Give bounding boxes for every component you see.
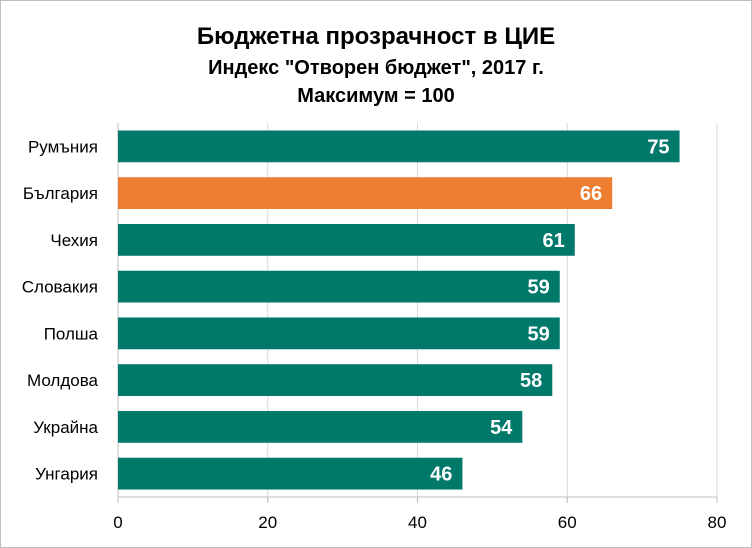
x-tick-label: 80 [708, 513, 727, 532]
category-label: Полша [44, 324, 99, 343]
category-label: Молдова [27, 371, 99, 390]
x-tick-label: 60 [558, 513, 577, 532]
bar-value-label: 59 [528, 277, 550, 299]
bar-value-label: 54 [490, 417, 513, 439]
x-tick-label: 40 [408, 513, 427, 532]
chart-subtitle: Индекс "Отворен бюджет", 2017 г. [208, 57, 544, 79]
chart-title: Бюджетна прозрачност в ЦИЕ [196, 23, 556, 50]
category-label: Словакия [22, 278, 98, 297]
bar-8 [118, 457, 463, 490]
x-tick-label: 0 [113, 513, 122, 532]
category-label: Унгария [35, 465, 98, 484]
bar-value-label: 66 [580, 183, 602, 205]
category-label: Чехия [50, 231, 98, 250]
bar-7 [118, 410, 523, 443]
bar-6 [118, 364, 553, 397]
bar-value-label: 59 [528, 323, 550, 345]
bar-1 [118, 130, 680, 163]
category-label: България [23, 184, 98, 203]
chart-title-block: Бюджетна прозрачност в ЦИЕ Индекс "Отвор… [0, 22, 752, 110]
bar-2 [118, 177, 613, 210]
bar-value-label: 61 [542, 230, 564, 252]
bar-4 [118, 270, 560, 303]
bar-value-label: 75 [647, 136, 669, 158]
chart-subtitle-max: Максимум = 100 [297, 85, 455, 107]
bar-value-label: 58 [520, 370, 542, 392]
category-label: Румъния [28, 137, 98, 156]
x-tick-label: 20 [258, 513, 277, 532]
category-label: Украйна [33, 418, 98, 437]
bar-3 [118, 223, 575, 256]
bar-value-label: 46 [430, 464, 452, 486]
bar-5 [118, 317, 560, 350]
